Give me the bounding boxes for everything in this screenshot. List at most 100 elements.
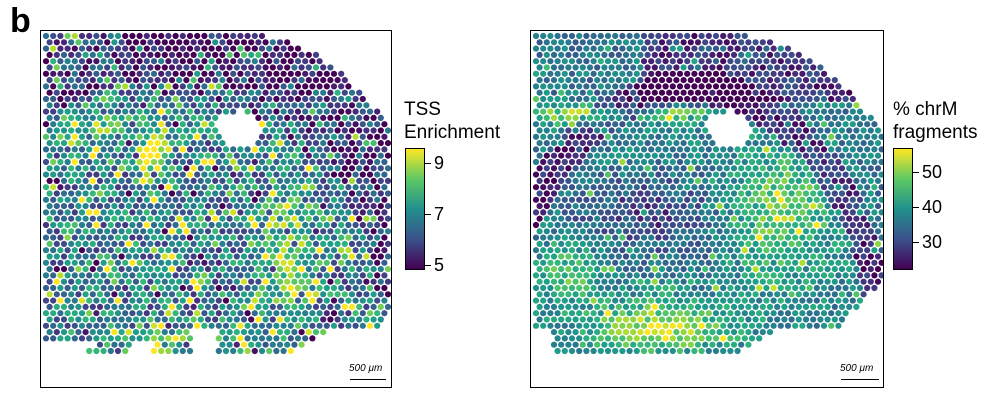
chrm-fragments-spot <box>583 158 590 166</box>
tss-enrichment-spot <box>201 158 208 166</box>
tss-enrichment-spot <box>255 64 262 71</box>
tss-enrichment-spot <box>179 70 186 77</box>
tss-enrichment-spot <box>269 127 276 134</box>
chrm-fragments-spot <box>813 121 820 128</box>
tss-enrichment-spot <box>244 284 251 292</box>
tss-enrichment-spot <box>384 228 391 235</box>
tss-enrichment-spot <box>276 51 284 58</box>
tss-enrichment-spot <box>363 215 370 222</box>
chrm-fragments-spot <box>734 259 741 266</box>
tss-enrichment-spot <box>294 83 302 90</box>
tss-enrichment-spot <box>64 158 71 166</box>
chrm-fragments-spot <box>702 215 709 222</box>
tss-enrichment-spot <box>89 89 96 96</box>
chrm-fragments-spot <box>633 335 640 342</box>
chrm-fragments-spot <box>615 228 622 235</box>
tss-enrichment-spot <box>93 196 100 203</box>
chrm-fragments-spot <box>846 253 853 260</box>
chrm-fragments-spot <box>752 329 759 336</box>
chrm-fragments-spot <box>759 152 766 159</box>
chrm-fragments-spot <box>601 64 608 71</box>
tss-enrichment-spot <box>107 284 114 292</box>
chrm-fragments-spot <box>774 77 781 84</box>
tss-enrichment-spot <box>334 89 341 96</box>
tss-enrichment-spot <box>143 335 150 342</box>
chrm-fragments-spot <box>615 215 622 222</box>
tss-enrichment-spot <box>276 127 284 134</box>
tss-enrichment-spot <box>334 114 341 121</box>
tss-enrichment-spot <box>226 329 233 336</box>
chrm-fragments-spot <box>594 114 601 121</box>
tss-enrichment-spot <box>320 240 327 247</box>
tss-enrichment-spot <box>183 114 190 121</box>
tss-enrichment-spot <box>359 322 366 329</box>
chrm-fragments-spot <box>698 83 705 90</box>
tss-enrichment-spot <box>330 234 338 241</box>
chrm-fragments-spot <box>640 108 648 115</box>
chrm-fragments-spot <box>781 266 788 273</box>
tss-enrichment-spot <box>374 272 381 279</box>
tss-enrichment-spot <box>114 347 122 355</box>
chrm-fragments-spot <box>802 291 810 298</box>
chrm-fragments-spot <box>831 152 838 159</box>
chrm-fragments-spot <box>619 58 626 65</box>
chrm-fragments-spot <box>799 108 806 115</box>
tss-enrichment-spot <box>251 322 258 329</box>
chrm-fragments-spot <box>745 51 752 58</box>
chrm-fragments-spot <box>597 284 604 292</box>
tss-enrichment-spot <box>100 322 107 329</box>
chrm-fragments-spot <box>554 209 561 216</box>
tss-enrichment-spot <box>273 297 280 304</box>
tss-enrichment-spot <box>305 140 312 147</box>
tss-enrichment-spot <box>136 171 143 178</box>
tss-enrichment-spot <box>273 310 280 317</box>
chrm-fragments-spot <box>658 89 666 96</box>
chrm-fragments-spot <box>612 184 619 191</box>
chrm-fragments-spot <box>669 272 676 279</box>
chrm-fragments-spot <box>766 240 774 247</box>
chrm-fragments-spot <box>565 303 572 310</box>
chrm-fragments-spot <box>709 190 716 197</box>
tss-enrichment-spot <box>345 171 352 178</box>
chrm-fragments-spot <box>651 64 658 71</box>
tss-enrichment-spot <box>150 146 158 153</box>
chrm-fragments-spot <box>640 133 648 140</box>
tss-enrichment-spot <box>269 203 276 210</box>
chrm-fragments-spot <box>831 278 838 285</box>
tss-enrichment-spot <box>42 133 50 140</box>
tss-enrichment-spot <box>75 64 82 71</box>
chrm-fragments-spot <box>691 58 698 65</box>
tss-enrichment-spot <box>194 196 201 203</box>
chrm-fragments-spot <box>759 240 766 247</box>
chrm-fragments-spot <box>558 278 565 285</box>
chrm-fragments-spot <box>590 310 597 317</box>
tss-enrichment-spot <box>82 177 89 184</box>
chrm-fragments-spot <box>792 121 799 128</box>
chrm-fragments-spot <box>741 259 748 266</box>
chrm-fragments-spot <box>590 284 597 292</box>
tss-enrichment-spot <box>230 247 237 254</box>
tss-enrichment-spot <box>384 165 391 172</box>
chrm-fragments-spot <box>820 196 828 203</box>
tss-enrichment-spot <box>312 278 320 285</box>
tss-enrichment-spot <box>294 45 302 52</box>
chrm-fragments-spot <box>788 316 795 323</box>
tss-enrichment-spot <box>248 203 255 210</box>
tss-enrichment-spot <box>370 253 377 260</box>
tss-enrichment-spot <box>219 240 226 247</box>
chrm-fragments-spot <box>579 152 586 159</box>
chrm-fragments-spot <box>669 196 676 203</box>
tss-enrichment-spot <box>237 284 244 292</box>
tss-enrichment-spot <box>323 184 330 191</box>
tss-enrichment-spot <box>57 284 64 292</box>
tss-enrichment-spot <box>356 152 363 159</box>
chrm-fragments-spot <box>702 316 709 323</box>
tss-enrichment-spot <box>208 247 215 254</box>
chrm-fragments-spot <box>583 70 590 77</box>
tss-enrichment-spot <box>57 133 64 140</box>
tss-enrichment-spot <box>309 322 316 329</box>
chrm-fragments-spot <box>640 184 648 191</box>
tss-enrichment-spot <box>165 83 172 90</box>
tss-enrichment-spot <box>323 196 330 203</box>
tss-enrichment-spot <box>89 152 96 159</box>
